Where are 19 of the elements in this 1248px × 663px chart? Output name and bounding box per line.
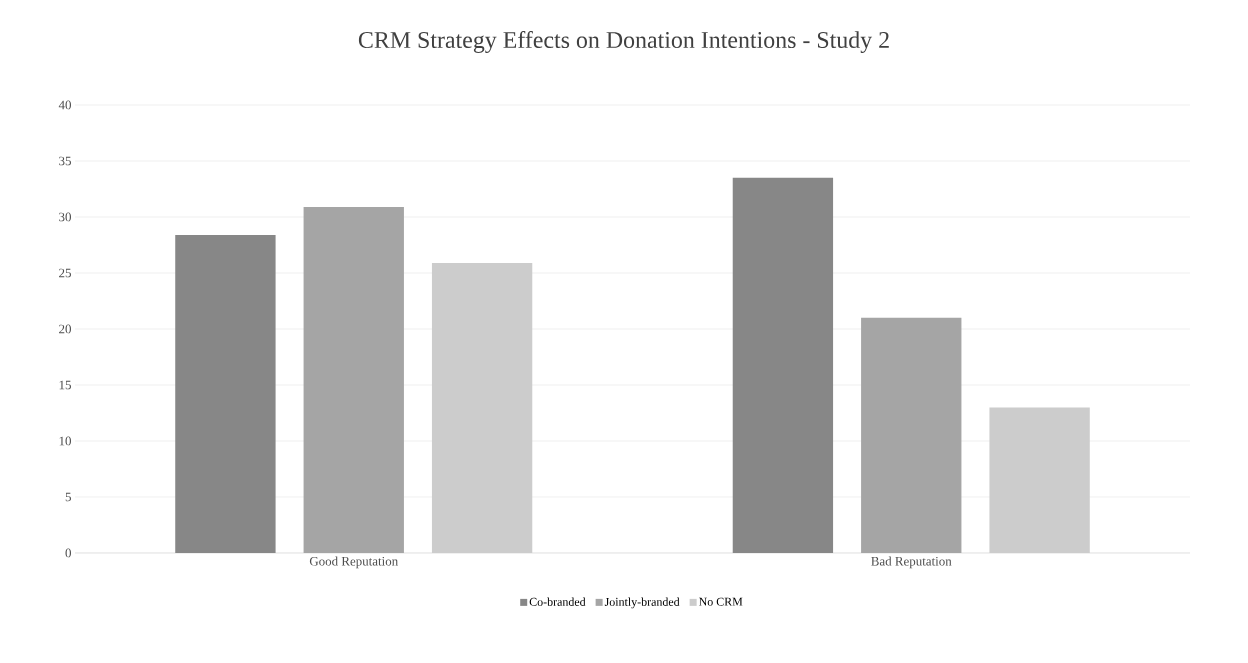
bar: [732, 177, 834, 553]
bar: [175, 234, 276, 553]
y-tick-label: 0: [65, 548, 71, 558]
y-tick-label: 10: [59, 436, 71, 446]
y-tick-label: 20: [59, 324, 71, 334]
y-tick-label: 25: [59, 268, 71, 278]
y-tick-label: 35: [59, 156, 71, 166]
chart-title: CRM Strategy Effects on Donation Intentions - Study 2: [358, 31, 889, 53]
y-tick-label: 5: [65, 492, 71, 502]
x-tick-label: Bad Reputation: [871, 556, 952, 569]
bar: [303, 206, 404, 553]
legend-label: Co-branded: [529, 597, 586, 606]
x-tick-label: Good Reputation: [309, 556, 398, 569]
y-tick-label: 40: [58, 100, 71, 110]
bar: [861, 317, 962, 553]
y-tick-label: 30: [59, 212, 71, 222]
legend-label: No CRM: [698, 597, 743, 606]
legend-label: Jointly-branded: [604, 597, 680, 609]
y-tick-label: 15: [59, 380, 71, 390]
